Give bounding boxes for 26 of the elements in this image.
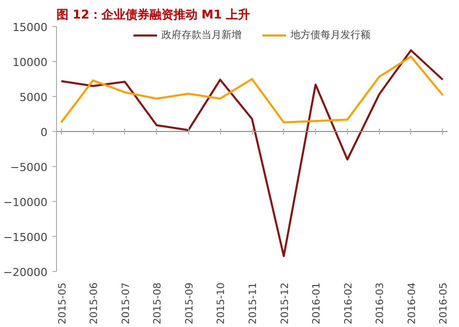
line-series [60,49,444,258]
y-tick-label: 5000 [20,91,48,104]
line-series [60,56,444,124]
y-tick-label: 15000 [12,21,48,34]
x-tick-label: 2016-03 [375,282,386,324]
x-tick-label: 2015-12 [280,282,291,324]
x-tick-label: 2015-07 [120,282,132,324]
x-tick-label: 2016-05 [438,282,450,324]
x-tick-label: 2016-01 [312,282,323,324]
y-tick-label: −10000 [3,196,48,209]
x-tick-label: 2016-02 [343,282,354,324]
x-tick-label: 2015-09 [184,282,196,324]
y-tick-label: −5000 [10,161,48,174]
y-tick-label: −20000 [3,266,48,279]
y-tick-label: 0 [40,126,48,139]
x-tick-label: 2015-10 [216,282,228,324]
y-tick-label: −15000 [3,231,48,244]
y-tick-label: 10000 [12,56,48,69]
legend-label: 政府存款当月新增 [162,28,242,42]
x-tick-label: 2015-06 [89,282,100,324]
chart-title: 图 12：企业债券融资推动 M1 上升 [56,8,250,22]
x-tick-label: 2016-04 [406,282,418,324]
legend-label: 地方债每月发行额 [290,28,370,42]
x-tick-label: 2015-08 [152,282,164,324]
x-tick-label: 2015-05 [57,282,68,324]
x-tick-label: 2015-11 [248,282,259,324]
